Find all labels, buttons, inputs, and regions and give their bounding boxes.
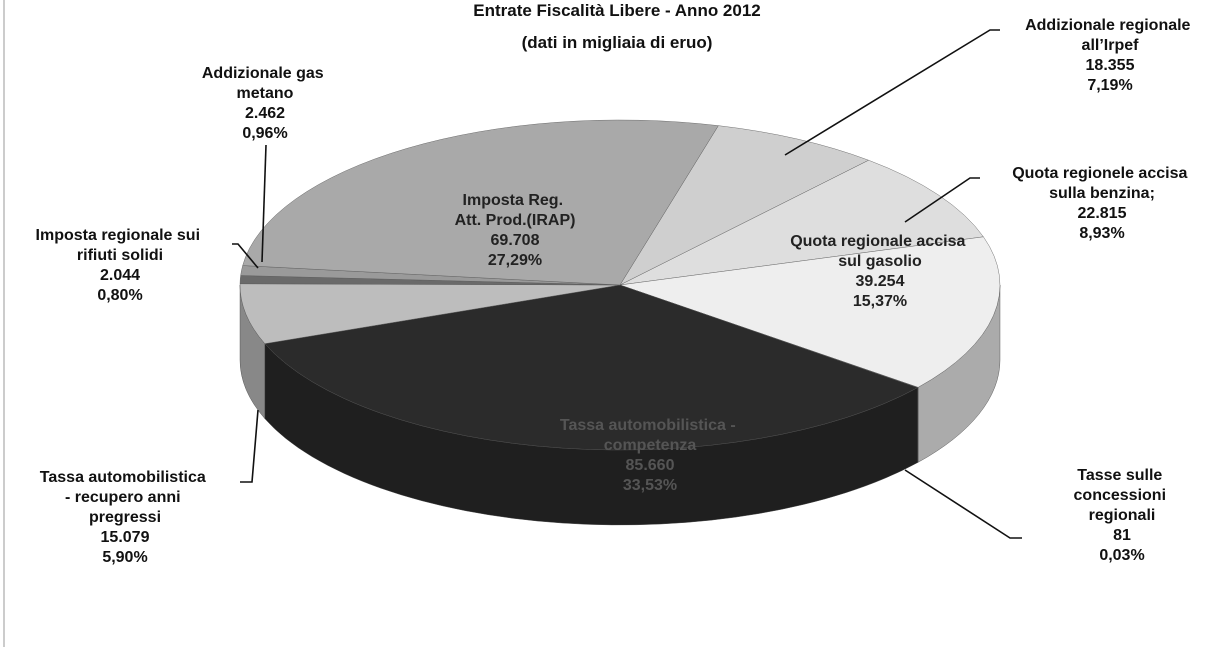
value-label: 15.079	[101, 529, 150, 546]
percent-label: 0,03%	[1099, 547, 1144, 564]
percent-label: 5,90%	[102, 549, 147, 566]
value-label: 69.708	[491, 232, 540, 249]
label-line: Addizionale gas	[202, 65, 328, 82]
label-line: Att. Prod.(IRAP)	[455, 212, 576, 229]
percent-label: 0,80%	[97, 287, 142, 304]
chart-title: Entrate Fiscalità Libere - Anno 2012	[473, 1, 761, 20]
leader-line	[784, 29, 1000, 156]
percent-label: 33,53%	[623, 477, 677, 494]
slice-label: Imposta regionale sui rifiuti solidi	[36, 227, 205, 264]
label-line: Addizionale regionale	[1025, 17, 1195, 34]
value-label: 18.355	[1086, 57, 1135, 74]
label-line: competenza	[604, 437, 697, 454]
leader-line	[232, 243, 259, 269]
pie-slice	[619, 160, 984, 286]
leader-line	[261, 144, 267, 263]
pie-slice	[619, 125, 870, 286]
value-label: 22.815	[1078, 205, 1127, 222]
slice-label: Tasse sulle concessioni regionali	[1074, 467, 1171, 524]
slice-label: Tassa automobilistica - recupero anni pr…	[40, 469, 210, 526]
pie-slice	[239, 283, 621, 344]
label-line: rifiuti solidi	[77, 247, 163, 264]
label-line: sulla benzina;	[1049, 185, 1155, 202]
leader-line	[904, 177, 980, 223]
label-line: Tassa automobilistica	[40, 469, 210, 486]
slice-label: Addizionale gas metano	[202, 65, 328, 102]
value-label: 39.254	[856, 273, 905, 290]
percent-label: 15,37%	[853, 293, 907, 310]
percent-label: 0,96%	[242, 125, 287, 142]
data-labels: Addizionale regionale all’Irpef 18.355 7,1…	[36, 17, 1195, 566]
percent-label: 27,29%	[488, 252, 542, 269]
label-line: Imposta regionale sui	[36, 227, 205, 244]
label-line: concessioni	[1074, 487, 1171, 504]
value-label: 81	[1113, 527, 1131, 544]
slice-label: Quota regionele accisa sulla benzina;	[1012, 165, 1192, 202]
pie-slice	[264, 284, 919, 451]
chart-subtitle: (dati in migliaia di eruo)	[522, 33, 713, 52]
pie-tops	[239, 119, 1001, 451]
label-line: Tassa automobilistica -	[560, 417, 740, 434]
percent-label: 8,93%	[1079, 225, 1124, 242]
label-line: Imposta Reg.	[463, 192, 568, 209]
value-label: 2.462	[245, 105, 285, 122]
slice-label: Addizionale regionale all’Irpef	[1025, 17, 1195, 54]
label-line: Quota regionale accisa	[790, 233, 970, 250]
label-line: all’Irpef	[1082, 37, 1140, 54]
label-line: Quota regionele accisa	[1012, 165, 1192, 182]
value-label: 85.660	[626, 457, 675, 474]
label-line: pregressi	[89, 509, 161, 526]
label-line: sul gasolio	[838, 253, 922, 270]
leader-line	[240, 409, 259, 483]
slice-label: Quota regionale accisa sul gasolio	[790, 233, 970, 270]
leader-line	[904, 469, 1022, 539]
slice-label: Tassa automobilistica - competenza	[560, 417, 740, 454]
label-line: Tasse sulle	[1077, 467, 1167, 484]
slice-label: Imposta Reg. Att. Prod.(IRAP)	[455, 192, 576, 229]
percent-label: 7,19%	[1087, 77, 1132, 94]
label-line: regionali	[1089, 507, 1156, 524]
value-label: 2.044	[100, 267, 140, 284]
label-line: metano	[237, 85, 294, 102]
pie-slice	[619, 236, 1001, 388]
label-line: - recupero anni	[65, 489, 185, 506]
